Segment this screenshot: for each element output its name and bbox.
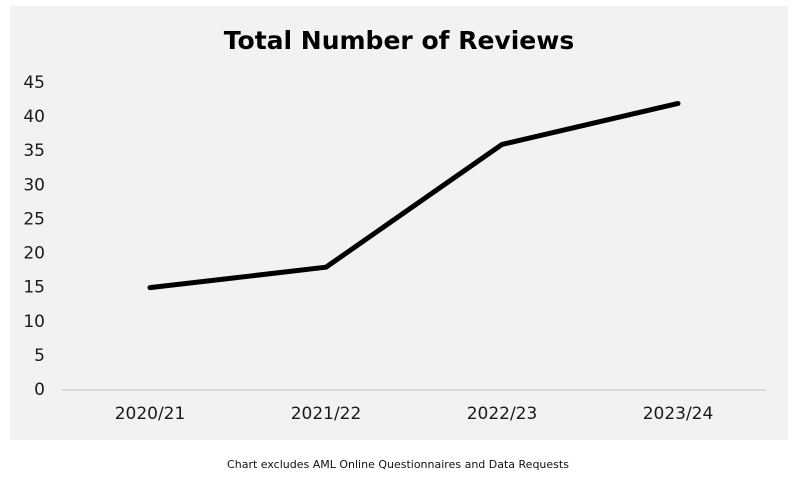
x-tick-label: 2022/23 bbox=[467, 404, 538, 424]
chart-footnote: Chart excludes AML Online Questionnaires… bbox=[227, 458, 569, 471]
y-tick-label: 35 bbox=[23, 141, 45, 161]
y-axis-ticks: 0 5 10 15 20 25 30 35 40 45 bbox=[23, 73, 45, 400]
x-tick-label: 2023/24 bbox=[643, 404, 714, 424]
series-line bbox=[147, 100, 681, 291]
y-tick-label: 10 bbox=[23, 312, 45, 332]
chart-plot-area: 0 5 10 15 20 25 30 35 40 45 2020/21 2021/22 2022/23… bbox=[23, 73, 766, 424]
y-tick-label: 30 bbox=[23, 175, 45, 195]
chart-title: Total Number of Reviews bbox=[223, 26, 575, 55]
y-tick-label: 40 bbox=[23, 107, 45, 127]
y-tick-label: 0 bbox=[34, 380, 45, 400]
x-tick-label: 2021/22 bbox=[291, 404, 362, 424]
y-tick-label: 25 bbox=[23, 209, 45, 229]
y-tick-label: 5 bbox=[34, 346, 45, 366]
series-group bbox=[147, 100, 681, 291]
y-tick-label: 45 bbox=[23, 73, 45, 93]
y-tick-label: 15 bbox=[23, 278, 45, 298]
x-tick-label: 2020/21 bbox=[115, 404, 186, 424]
x-axis-ticks: 2020/21 2021/22 2022/23 2023/24 bbox=[115, 404, 714, 424]
y-tick-label: 20 bbox=[23, 244, 45, 264]
chart-panel: Total Number of Reviews 0 5 10 15 20 25 30 35 40… bbox=[10, 6, 788, 440]
